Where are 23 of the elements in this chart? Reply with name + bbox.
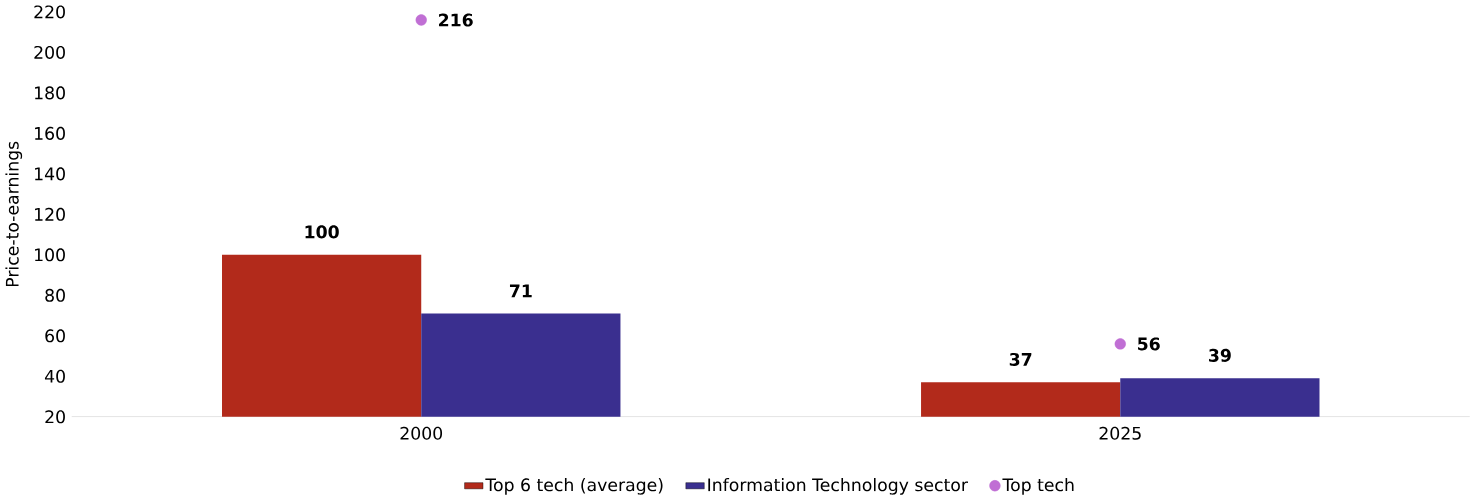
y-tick-label: 120	[35, 207, 65, 221]
legend-label: Top tech	[1002, 478, 1074, 495]
y-tick-label: 220	[34, 5, 65, 19]
y-tick-label: 20	[45, 410, 65, 424]
y-tick-label: 40	[44, 369, 65, 383]
x-tick-label: 2025	[1099, 426, 1141, 440]
y-axis-title: Price-to-earnings	[5, 141, 23, 287]
y-tick-label: 80	[45, 288, 65, 302]
data-label: 56	[1138, 337, 1160, 351]
y-tick-label: 140	[35, 167, 65, 181]
y-tick-label: 160	[35, 126, 65, 140]
legend-label: Information Technology sector	[708, 478, 968, 495]
data-label: 216	[439, 13, 473, 27]
x-tick-label: 2000	[400, 426, 443, 440]
data-label: 71	[509, 284, 532, 298]
y-tick-label: 60	[45, 329, 65, 343]
y-tick-label: 100	[35, 248, 65, 262]
y-tick-label: 200	[34, 45, 65, 59]
legend-label: Top 6 tech (average)	[485, 478, 663, 495]
data-label: 37	[1009, 352, 1032, 367]
data-label: 39	[1209, 348, 1231, 362]
y-tick-label: 180	[35, 86, 65, 100]
data-label: 100	[305, 225, 339, 239]
